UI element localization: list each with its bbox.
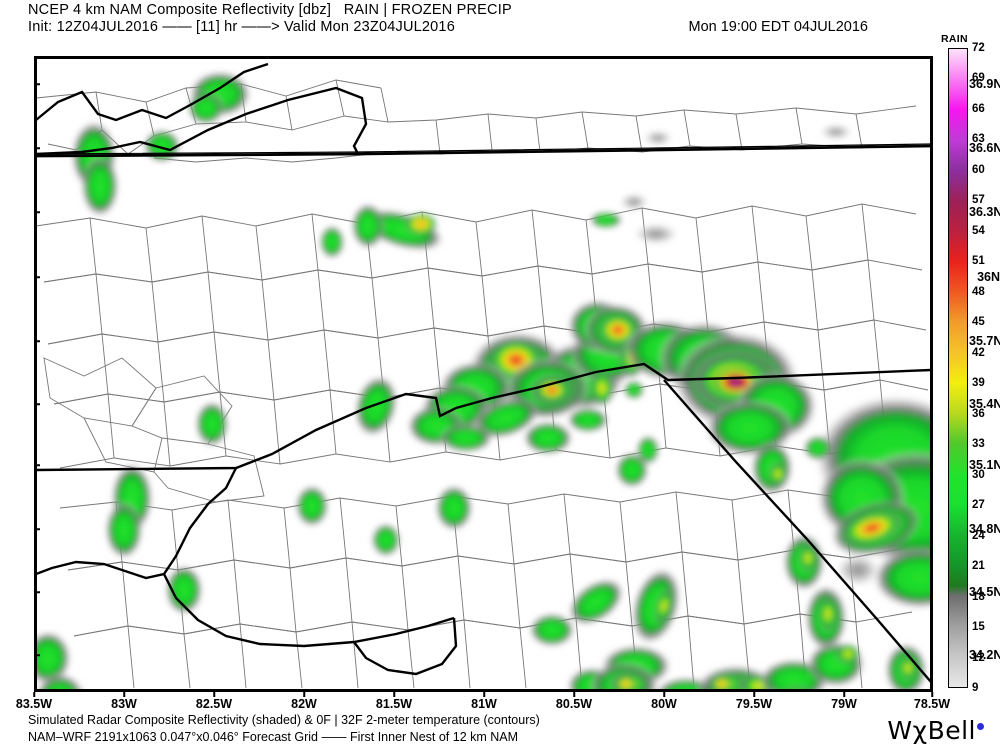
colorbar-tick-label: 9 [972,682,979,694]
longitude-label: 83W [111,697,137,711]
longitude-label: 83.5W [15,697,53,711]
latitude-label: 34.2N [969,648,1000,662]
footer-description: Simulated Radar Composite Reflectivity (… [28,713,540,727]
logo-dot-icon [977,722,984,730]
longitude-label: 82.5W [195,697,233,711]
radar-map[interactable] [34,56,933,692]
latitude-tick [34,591,40,593]
longitude-tick [753,692,755,697]
header: NCEP 4 km NAM Composite Reflectivity [db… [28,2,978,36]
colorbar-tick-label: 60 [972,163,985,176]
colorbar-tick-label: 30 [972,468,985,481]
longitude-label: 80.5W [555,697,593,711]
longitude-label: 79.5W [735,697,773,711]
reflectivity-echoes [36,72,931,690]
header-title: NCEP 4 km NAM Composite Reflectivity [db… [28,2,512,18]
latitude-tick [34,276,40,278]
radar-map-canvas [36,58,931,690]
latitude-tick [34,147,40,149]
latitude-tick [34,528,40,530]
latitude-tick [34,464,40,466]
colorbar-tick-label: 72 [972,42,985,54]
longitude-tick [33,692,35,697]
colorbar-tick-label: 18 [972,590,985,603]
colorbar-tick-label: 45 [972,316,985,329]
longitude-tick [303,692,305,697]
colorbar-tick-label: 21 [972,560,985,573]
map-frame [36,58,931,690]
state-boundaries [36,62,931,683]
longitude-tick [393,692,395,697]
header-init-valid: Init: 12Z04JUL2016 —— [11] hr ——> Valid … [28,19,455,35]
longitude-tick [483,692,485,697]
latitude-label: 36.6N [969,141,1000,155]
colorbar-tick-label: 33 [972,438,985,451]
latitude-tick [34,211,40,213]
latitude-tick [34,83,40,85]
longitude-label: 80W [651,697,677,711]
colorbar-tick-label: 66 [972,102,985,115]
colorbar-tick-label: 63 [972,133,985,146]
longitude-label: 82W [291,697,317,711]
colorbar-tick-label: 39 [972,377,985,390]
colorbar-tick-label: 51 [972,255,985,268]
colorbar-tick-label: 24 [972,529,985,542]
footer: Simulated Radar Composite Reflectivity (… [28,712,540,746]
colorbar-tick-label: 48 [972,285,985,298]
latitude-tick [34,340,40,342]
wxbell-logo[interactable]: WχBell [887,716,984,745]
footer-model-info: NAM–WRF 2191x1063 0.047°x0.046° Forecast… [28,730,519,744]
latitude-tick [34,654,40,656]
reflectivity-colorbar [948,48,968,688]
latitude-label: 35.7N [969,334,1000,348]
colorbar-gradient [949,49,967,687]
colorbar-tick-label: 36 [972,407,985,420]
longitude-tick [123,692,125,697]
latitude-label: 34.5N [969,585,1000,599]
latitude-label: 36.9N [969,77,1000,91]
latitude-label: 35.1N [969,458,1000,472]
latitude-label: 35.4N [969,397,1000,411]
latitude-tick [34,403,40,405]
colorbar-tick-label: 54 [972,224,985,237]
latitude-label: 34.8N [969,522,1000,536]
colorbar-tick-label: 12 [972,651,985,664]
longitude-tick [843,692,845,697]
longitude-label: 81W [471,697,497,711]
latitude-label: 36.3N [969,205,1000,219]
colorbar-tick-label: 57 [972,194,985,207]
latitude-axis [0,0,31,750]
colorbar-tick-label: 15 [972,621,985,634]
wxbell-logo-text: WχBell [887,716,976,745]
colorbar-tick-label: 42 [972,346,985,359]
colorbar-title: RAIN [941,33,968,45]
longitude-label: 79W [831,697,857,711]
longitude-label: 78.5W [913,697,951,711]
longitude-label: 81.5W [375,697,413,711]
latitude-label: 36N [977,270,1000,284]
longitude-tick [573,692,575,697]
colorbar-tick-label: 69 [972,72,985,85]
longitude-tick [213,692,215,697]
colorbar-tick-label: 27 [972,499,985,512]
longitude-tick [663,692,665,697]
longitude-tick [931,692,933,697]
header-local-time: Mon 19:00 EDT 04JUL2016 [688,19,869,35]
